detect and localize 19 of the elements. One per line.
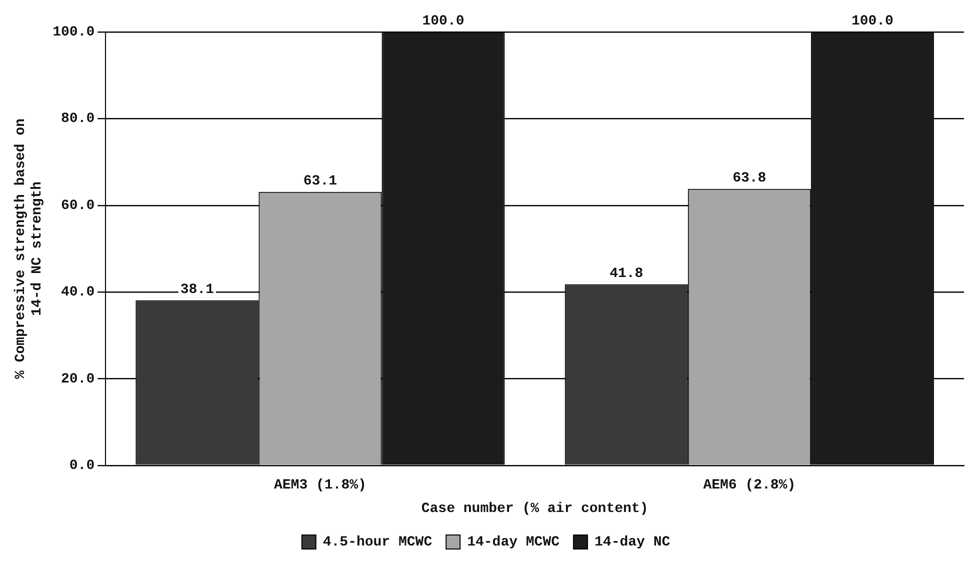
x-tick-label: AEM6 (2.8%) <box>703 477 796 494</box>
y-axis-title: % Compressive strength based on 14-d NC strength <box>12 118 46 379</box>
legend-label: 14-day NC <box>594 534 671 551</box>
y-tick-label: 60.0 <box>60 198 95 214</box>
y-tick-label: 40.0 <box>60 284 95 301</box>
data-label: 41.8 <box>610 266 644 282</box>
y-tick-label: 20.0 <box>60 371 95 388</box>
y-tick-label: 100.0 <box>52 24 95 41</box>
y-tick-label: 80.0 <box>60 111 95 128</box>
data-label: 100.0 <box>851 14 894 30</box>
y-tick-label: 0.0 <box>69 458 95 474</box>
legend-label: 4.5-hour MCWC <box>322 534 433 551</box>
data-label: 38.1 <box>180 282 214 298</box>
x-tick-label: AEM3 (1.8%) <box>274 477 366 494</box>
legend-label: 14-day MCWC <box>467 534 560 551</box>
data-label: 63.8 <box>732 170 766 186</box>
data-label: 63.1 <box>303 173 338 190</box>
x-axis-title: Case number (% air content) <box>421 501 648 518</box>
data-label: 100.0 <box>422 14 464 30</box>
